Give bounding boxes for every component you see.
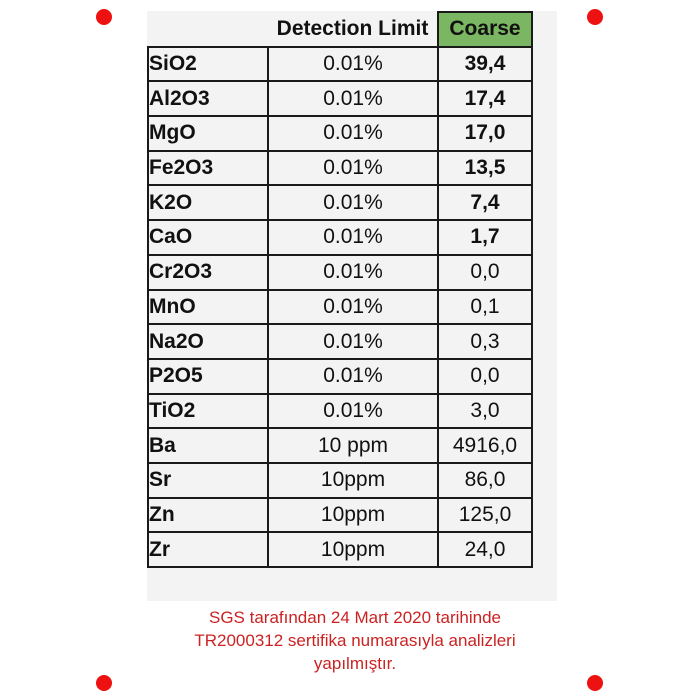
corner-dot-top-right xyxy=(587,9,603,25)
corner-dot-bottom-right xyxy=(587,675,603,691)
detection-limit-cell: 0.01% xyxy=(267,149,439,187)
certificate-note: SGS tarafından 24 Mart 2020 tarihinde TR… xyxy=(150,606,560,675)
table-row: MgO 0.01% 17,0 xyxy=(147,115,533,152)
param-cell: P2O5 xyxy=(147,357,269,395)
param-cell: K2O xyxy=(147,184,269,222)
table-row: Zr 10ppm 24,0 xyxy=(147,531,533,568)
detection-limit-cell: 0.01% xyxy=(267,45,439,83)
detection-limit-cell: 10ppm xyxy=(267,496,439,534)
param-cell: MgO xyxy=(147,115,269,152)
param-cell: CaO xyxy=(147,219,269,256)
detection-limit-cell: 0.01% xyxy=(267,184,439,222)
table-row: CaO 0.01% 1,7 xyxy=(147,219,533,256)
table-row: SiO2 0.01% 39,4 xyxy=(147,45,533,83)
table-row: Cr2O3 0.01% 0,0 xyxy=(147,253,533,291)
corner-dot-bottom-left xyxy=(96,675,112,691)
detection-limit-cell: 0.01% xyxy=(267,219,439,256)
param-cell: Sr xyxy=(147,461,269,499)
table-row: Al2O3 0.01% 17,4 xyxy=(147,80,533,118)
coarse-value-cell: 4916,0 xyxy=(437,427,533,464)
coarse-value-cell: 0,0 xyxy=(437,253,533,291)
coarse-value-cell: 17,4 xyxy=(437,80,533,118)
table-row: Na2O 0.01% 0,3 xyxy=(147,323,533,360)
table-row: P2O5 0.01% 0,0 xyxy=(147,357,533,395)
coarse-value-cell: 0,3 xyxy=(437,323,533,360)
header-parameter xyxy=(148,12,268,48)
coarse-value-cell: 0,0 xyxy=(437,357,533,395)
note-line: TR2000312 sertifika numarasıyla analizle… xyxy=(194,631,516,650)
param-cell: MnO xyxy=(147,288,269,326)
param-cell: SiO2 xyxy=(147,45,269,83)
coarse-value-cell: 3,0 xyxy=(437,392,533,430)
table-row: Sr 10ppm 86,0 xyxy=(147,461,533,499)
param-cell: Fe2O3 xyxy=(147,149,269,187)
header-row: Detection Limit Coarse xyxy=(148,11,533,48)
note-line: yapılmıştır. xyxy=(313,654,397,673)
param-cell: Al2O3 xyxy=(147,80,269,118)
coarse-value-cell: 86,0 xyxy=(437,461,533,499)
param-cell: Ba xyxy=(147,427,269,464)
param-cell: Na2O xyxy=(147,323,269,360)
detection-limit-cell: 0.01% xyxy=(267,357,439,395)
detection-limit-cell: 10ppm xyxy=(267,461,439,499)
param-cell: Cr2O3 xyxy=(147,253,269,291)
param-cell: Zn xyxy=(147,496,269,534)
detection-limit-cell: 0.01% xyxy=(267,288,439,326)
header-detection-limit: Detection Limit xyxy=(268,12,439,48)
coarse-value-cell: 0,1 xyxy=(437,288,533,326)
detection-limit-cell: 0.01% xyxy=(267,323,439,360)
coarse-value-cell: 1,7 xyxy=(437,219,533,256)
table-row: K2O 0.01% 7,4 xyxy=(147,184,533,222)
corner-dot-top-left xyxy=(96,9,112,25)
detection-limit-cell: 0.01% xyxy=(267,392,439,430)
table-row: TiO2 0.01% 3,0 xyxy=(147,392,533,430)
note-line: SGS tarafından 24 Mart 2020 tarihinde xyxy=(208,608,501,627)
param-cell: TiO2 xyxy=(147,392,269,430)
coarse-value-cell: 7,4 xyxy=(437,184,533,222)
detection-limit-cell: 0.01% xyxy=(267,253,439,291)
coarse-value-cell: 24,0 xyxy=(437,531,533,568)
analysis-table: Detection Limit Coarse SiO2 0.01% 39,4 Al2O… xyxy=(147,11,533,568)
table-row: Zn 10ppm 125,0 xyxy=(147,496,533,534)
detection-limit-cell: 0.01% xyxy=(267,115,439,152)
detection-limit-cell: 10 ppm xyxy=(267,427,439,464)
param-cell: Zr xyxy=(147,531,269,568)
table-row: MnO 0.01% 0,1 xyxy=(147,288,533,326)
coarse-value-cell: 13,5 xyxy=(437,149,533,187)
table-row: Fe2O3 0.01% 13,5 xyxy=(147,149,533,187)
detection-limit-cell: 10ppm xyxy=(267,531,439,568)
detection-limit-cell: 0.01% xyxy=(267,80,439,118)
coarse-value-cell: 39,4 xyxy=(437,45,533,83)
coarse-value-cell: 125,0 xyxy=(437,496,533,534)
table-row: Ba 10 ppm 4916,0 xyxy=(147,427,533,464)
header-coarse: Coarse xyxy=(437,11,533,48)
coarse-value-cell: 17,0 xyxy=(437,115,533,152)
